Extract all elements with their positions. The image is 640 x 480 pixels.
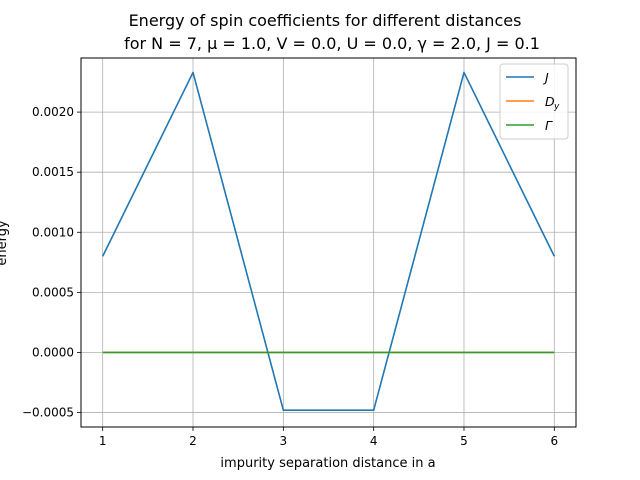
series-lines (101, 71, 556, 411)
legend-label: J (542, 70, 549, 85)
legend-label: Γ (545, 118, 553, 133)
x-tick-label: 1 (99, 434, 107, 448)
chart-title-line1: Energy of spin coefficients for differen… (129, 11, 522, 30)
y-tick-label: 0.0020 (32, 105, 74, 119)
series-line (101, 71, 556, 411)
legend: JD yΓ (499, 63, 569, 140)
x-tick-label: 2 (189, 434, 197, 448)
x-tick-label: 6 (551, 434, 559, 448)
plot-frame (80, 57, 577, 428)
y-axis-label: energy (0, 220, 10, 266)
axis-ticks: 1 2 3 4 5 6 −0.0005 0.0000 0.0005 0.0010 0.0015 0.0… (22, 105, 558, 448)
chart-title-line2: for N = 7, μ = 1.0, V = 0.0, U = 0.0, γ … (124, 34, 540, 53)
y-tick-label: 0.0000 (32, 345, 74, 359)
x-axis-label: impurity separation distance in a (220, 456, 435, 471)
x-tick-label: 5 (460, 434, 468, 448)
legend-label: D (545, 94, 555, 109)
legend-label-subscript: y (553, 102, 560, 112)
y-tick-label: 0.0015 (32, 165, 74, 179)
y-tick-label: 0.0005 (32, 285, 74, 299)
x-tick-label: 3 (280, 434, 288, 448)
x-tick-label: 4 (370, 434, 378, 448)
y-tick-label: −0.0005 (22, 406, 74, 420)
y-tick-label: 0.0010 (32, 225, 74, 239)
